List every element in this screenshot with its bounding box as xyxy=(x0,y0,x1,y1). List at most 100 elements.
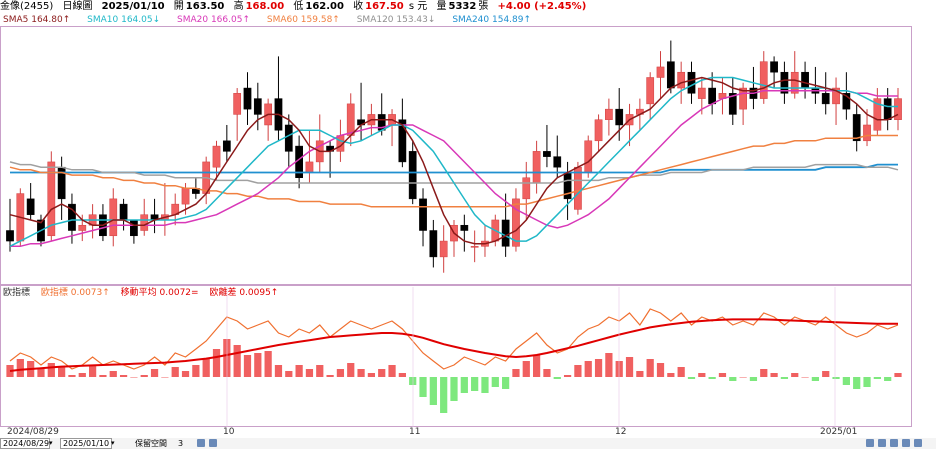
sma20-line xyxy=(10,89,898,248)
oscillator-bar xyxy=(233,345,241,377)
candle-body xyxy=(398,119,407,163)
sma60-line xyxy=(9,134,898,208)
oscillator-bar xyxy=(780,377,789,379)
candle-body xyxy=(759,61,768,99)
oscillator-bar xyxy=(863,377,871,387)
open-value: 163.50 xyxy=(185,1,225,12)
oscillator-bar xyxy=(739,377,747,378)
oscillator-bar xyxy=(853,377,861,389)
to-date-field[interactable]: 2025/01/10 xyxy=(60,438,112,449)
oscillator-bar xyxy=(58,367,66,377)
oscillator-bar xyxy=(481,377,489,393)
oscillator-bar xyxy=(553,377,561,379)
zoom-out-icon[interactable] xyxy=(197,439,205,447)
oscillator-bar xyxy=(873,377,881,379)
legend-sma10[interactable]: SMA10 164.05↓ xyxy=(87,15,161,25)
legend-sma20[interactable]: SMA20 166.05↑ xyxy=(177,15,250,25)
oscillator-bar xyxy=(584,361,592,377)
candle-body xyxy=(109,198,118,237)
legend-osc-diff[interactable]: 欧離差 0.0095↑ xyxy=(209,288,279,298)
candle-body xyxy=(594,119,603,142)
fullscreen-icon[interactable] xyxy=(914,439,922,447)
chart-canvas xyxy=(6,40,902,427)
candle-body xyxy=(78,224,87,231)
close-value: 167.50 xyxy=(365,1,404,12)
oscillator-bar xyxy=(842,377,850,385)
sma240-line xyxy=(10,163,898,174)
oscillator-bar xyxy=(605,353,613,377)
oscillator-bar xyxy=(729,377,737,381)
candle-body xyxy=(233,93,242,115)
oscillator-bar xyxy=(130,377,138,378)
refresh-icon[interactable] xyxy=(902,439,910,447)
candle-body xyxy=(181,188,190,205)
candle-body xyxy=(460,224,469,231)
candle-body xyxy=(419,198,427,231)
scroll-right-icon[interactable] xyxy=(890,439,898,447)
oscillator-bar xyxy=(822,371,830,377)
zoom-in-icon[interactable] xyxy=(209,439,217,447)
oscillator-bar xyxy=(47,363,55,377)
candle-body xyxy=(532,151,541,184)
close-label: 收 xyxy=(353,1,364,12)
candle-body xyxy=(615,108,624,126)
from-date-field[interactable]: 2024/08/29 xyxy=(0,438,50,449)
settings-icon[interactable] xyxy=(866,439,874,447)
legend-sma60[interactable]: SMA60 159.58↑ xyxy=(266,15,340,25)
oscillator-bar xyxy=(646,359,654,377)
candle-body xyxy=(26,198,35,215)
candle-body xyxy=(501,219,510,247)
oscillator-bar xyxy=(150,369,159,377)
candle-body xyxy=(470,246,479,248)
oscillator-bar xyxy=(502,377,510,389)
volume-unit: 張 xyxy=(478,1,489,12)
price-chart-panel[interactable] xyxy=(0,26,912,285)
to-date-dropdown[interactable]: ▾ xyxy=(111,439,115,447)
oscillator-bar xyxy=(181,371,190,377)
oscillator-bar xyxy=(274,365,283,377)
quote-date: 2025/01/10 xyxy=(101,1,165,12)
oscillator-bar xyxy=(749,377,758,381)
from-date-dropdown[interactable]: ▾ xyxy=(49,439,53,447)
candle-body xyxy=(305,161,314,173)
oscillator-bar xyxy=(285,371,293,377)
legend-sma240[interactable]: SMA240 154.89↑ xyxy=(452,15,532,25)
candle-body xyxy=(728,93,737,115)
oscillator-legend: 欧指標 欧指標 0.0073↑ 移動平均 0.0072= 欧離差 0.0095↑ xyxy=(3,287,286,299)
candle-body xyxy=(522,177,531,200)
candle-body xyxy=(429,230,438,258)
oscillator-bar xyxy=(336,369,345,377)
oscillator-bar xyxy=(68,375,76,377)
oscillator-panel[interactable] xyxy=(0,285,912,427)
legend-osc-value[interactable]: 欧指標 0.0073↑ xyxy=(40,288,110,298)
candle-body xyxy=(6,230,14,242)
oscillator-bar xyxy=(656,363,665,377)
candle-body xyxy=(842,93,851,110)
oscillator-average-line xyxy=(9,318,898,372)
oscillator-bar xyxy=(450,377,458,401)
candle-body xyxy=(346,103,355,136)
candle-body xyxy=(687,71,696,94)
oscillator-bar xyxy=(212,349,221,377)
oscillator-bar xyxy=(378,369,386,377)
legend-osc-average[interactable]: 移動平均 0.0072= xyxy=(120,288,199,298)
oscillator-bar xyxy=(171,367,179,377)
keep-space-value[interactable]: 3 xyxy=(178,439,184,448)
oscillator-bar xyxy=(698,373,706,377)
oscillator-bar xyxy=(429,377,437,405)
candle-body xyxy=(656,66,665,78)
candle-body xyxy=(780,71,789,94)
legend-sma120[interactable]: SMA120 153.43↓ xyxy=(356,15,436,25)
oscillator-bar xyxy=(574,365,582,377)
oscillator-bar xyxy=(563,375,572,377)
legend-sma5[interactable]: SMA5 164.80↑ xyxy=(3,15,71,25)
oscillator-bar xyxy=(78,373,86,377)
oscillator-bar xyxy=(677,367,685,377)
high-value: 168.00 xyxy=(245,1,285,12)
scroll-left-icon[interactable] xyxy=(878,439,886,447)
oscillator-bar xyxy=(543,369,551,377)
candle-body xyxy=(832,87,840,105)
candle-body xyxy=(873,98,882,131)
stock-name: 金像(2455) xyxy=(0,1,54,12)
oscillator-bar xyxy=(295,365,303,377)
